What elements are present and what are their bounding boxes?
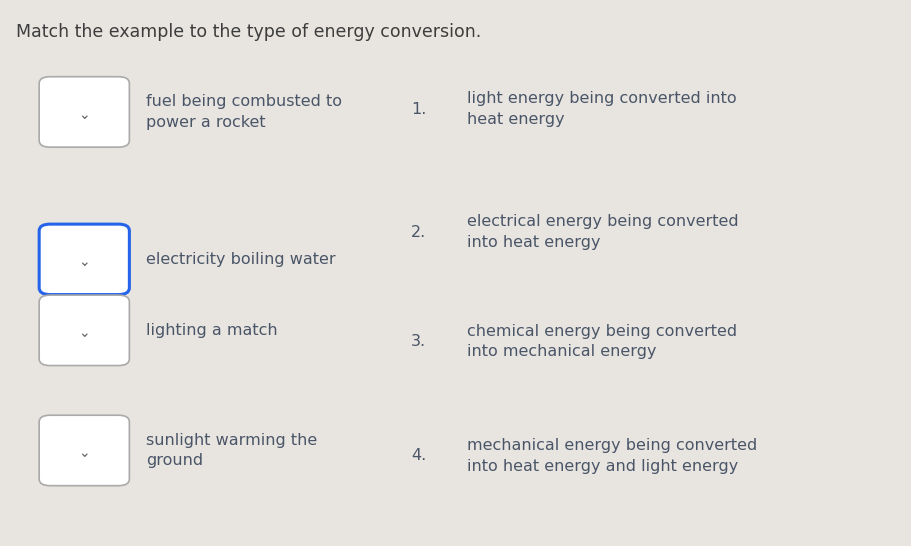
Text: sunlight warming the
ground: sunlight warming the ground [146,433,317,468]
Text: ⌄: ⌄ [78,255,90,269]
Text: chemical energy being converted
into mechanical energy: chemical energy being converted into mec… [467,324,738,359]
FancyBboxPatch shape [39,224,129,295]
Text: 3.: 3. [411,334,426,349]
Text: light energy being converted into
heat energy: light energy being converted into heat e… [467,92,737,127]
Text: 1.: 1. [411,102,426,117]
Text: ⌄: ⌄ [78,446,90,460]
Text: electrical energy being converted
into heat energy: electrical energy being converted into h… [467,215,739,250]
FancyBboxPatch shape [39,295,129,366]
Text: ⌄: ⌄ [78,326,90,340]
Text: 2.: 2. [411,224,426,240]
Text: fuel being combusted to
power a rocket: fuel being combusted to power a rocket [146,94,342,129]
FancyBboxPatch shape [39,76,129,147]
Text: mechanical energy being converted
into heat energy and light energy: mechanical energy being converted into h… [467,438,758,473]
Text: 4.: 4. [411,448,426,464]
Text: ⌄: ⌄ [78,108,90,122]
FancyBboxPatch shape [39,415,129,486]
Text: lighting a match: lighting a match [146,323,277,338]
Text: electricity boiling water: electricity boiling water [146,252,335,267]
Text: Match the example to the type of energy conversion.: Match the example to the type of energy … [16,23,482,41]
